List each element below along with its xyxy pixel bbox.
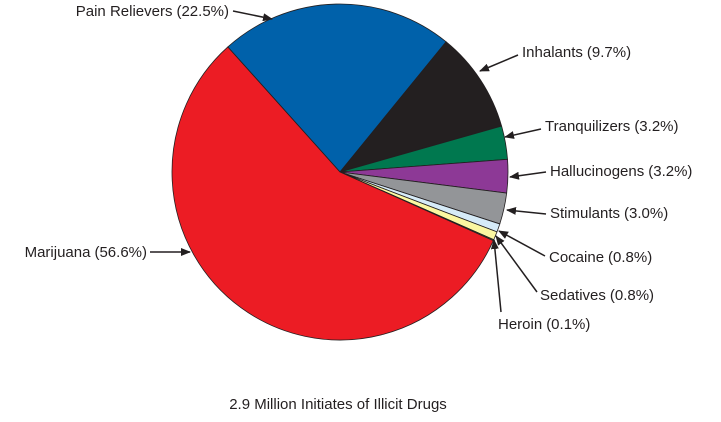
category-name: Stimulants xyxy=(550,205,620,222)
slice-label: Marijuana (56.6%) xyxy=(25,244,147,261)
category-name: Pain Relievers xyxy=(76,3,173,20)
slice-label: Cocaine (0.8%) xyxy=(549,249,652,266)
slice-label: Sedatives (0.8%) xyxy=(540,287,654,304)
chart-title: 2.9 Million Initiates of Illicit Drugs xyxy=(229,396,447,413)
category-name: Inhalants xyxy=(522,44,583,61)
category-name: Sedatives xyxy=(540,287,606,304)
label-arrow xyxy=(509,171,547,180)
value-label: (3.0%) xyxy=(624,205,668,222)
label-arrow xyxy=(232,10,273,22)
label-arrow xyxy=(479,54,519,72)
category-name: Cocaine xyxy=(549,249,604,266)
value-label: (0.8%) xyxy=(608,249,652,266)
category-name: Heroin xyxy=(498,316,542,333)
pie-slice xyxy=(171,46,494,341)
category-name: Tranquilizers xyxy=(545,118,630,135)
label-arrow xyxy=(506,206,547,215)
label-arrow xyxy=(495,235,538,293)
slice-label: Heroin (0.1%) xyxy=(498,316,590,333)
slice-label: Tranquilizers (3.2%) xyxy=(545,118,679,135)
value-label: (56.6%) xyxy=(94,244,147,261)
pie-slice xyxy=(338,41,503,173)
slice-label: Hallucinogens (3.2%) xyxy=(550,163,692,180)
slice-label: Stimulants (3.0%) xyxy=(550,205,668,222)
value-label: (3.2%) xyxy=(648,163,692,180)
slice-label: Pain Relievers (22.5%) xyxy=(76,3,229,20)
category-name: Hallucinogens xyxy=(550,163,644,180)
category-name: Marijuana xyxy=(25,244,92,261)
label-arrow xyxy=(498,230,546,257)
value-label: (22.5%) xyxy=(176,3,229,20)
label-arrow xyxy=(490,239,502,313)
value-label: (9.7%) xyxy=(587,44,631,61)
value-label: (0.8%) xyxy=(610,287,654,304)
value-label: (0.1%) xyxy=(546,316,590,333)
value-label: (3.2%) xyxy=(634,118,678,135)
label-arrow xyxy=(504,128,542,139)
slice-label: Inhalants (9.7%) xyxy=(522,44,631,61)
pie-slice xyxy=(227,3,447,173)
